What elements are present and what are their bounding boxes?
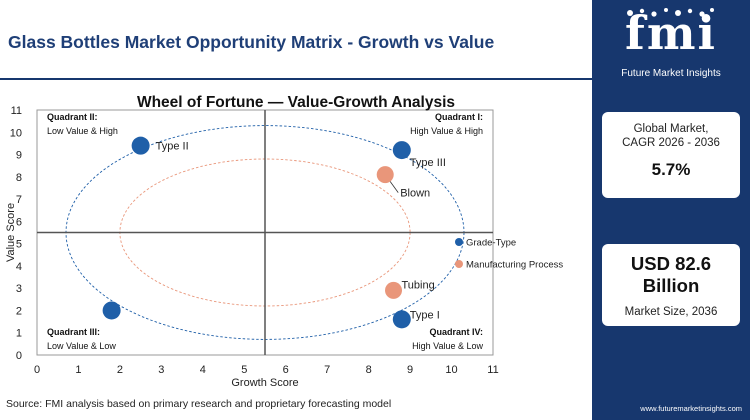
quadrant-name: Quadrant IV:: [429, 327, 483, 337]
x-tick-label: 11: [487, 364, 498, 376]
legend-marker: [455, 238, 463, 246]
quadrant-name: Quadrant I:: [435, 112, 483, 122]
y-axis-label: Value Score: [5, 203, 17, 262]
point-label: Type II: [156, 141, 189, 153]
quadrant-desc: Low Value & Low: [47, 341, 116, 351]
x-tick-label: 8: [366, 364, 372, 376]
point-label: Type I: [410, 309, 440, 321]
point-label: Type III: [410, 157, 446, 169]
legend-marker: [455, 260, 463, 268]
y-tick-label: 9: [16, 150, 22, 162]
header: Glass Bottles Market Opportunity Matrix …: [0, 0, 592, 86]
x-tick-label: 1: [75, 364, 81, 376]
x-axis-label: Growth Score: [231, 377, 298, 389]
legend-label: Grade-Type: [466, 238, 516, 249]
sidebar: fmi Future Market Insights Global Market…: [592, 0, 750, 420]
chart-title: Wheel of Fortune — Value-Growth Analysis: [137, 94, 455, 111]
y-tick-label: 2: [16, 305, 22, 317]
market-size-card: USD 82.6 Billion Market Size, 2036: [602, 244, 740, 326]
chart-svg: 0 1 2 3 4 5 6 7 8 9 10 11 0 1 2 3 4 5 6 7 8 9 10 11 Growth Score…: [5, 94, 563, 389]
y-tick-label: 8: [16, 172, 22, 184]
footer: Source: FMI analysis based on primary re…: [0, 398, 592, 420]
x-tick-label: 3: [158, 364, 164, 376]
y-tick-label: 4: [16, 261, 22, 273]
point-label: Blown: [400, 188, 430, 200]
quadrant-desc: High Value & High: [410, 126, 483, 136]
data-point: [102, 301, 121, 320]
y-tick-label: 5: [16, 239, 22, 251]
data-point: [131, 136, 150, 155]
point-label: Tubing: [402, 279, 435, 291]
x-tick-label: 7: [324, 364, 330, 376]
logo-text: fmi: [625, 6, 717, 60]
chart-area: 0 1 2 3 4 5 6 7 8 9 10 11 0 1 2 3 4 5 6 7 8 9 10 11 Growth Score…: [0, 80, 592, 398]
logo-dots-icon: [627, 8, 714, 17]
data-point: [385, 281, 403, 299]
y-tick-label: 0: [16, 350, 22, 362]
y-tick-label: 10: [10, 127, 22, 139]
data-point: [376, 166, 394, 184]
y-tick-label: 1: [16, 328, 22, 340]
website-url[interactable]: www.futuremarketinsights.com: [640, 404, 742, 413]
legend-label: Manufacturing Process: [466, 260, 563, 271]
market-size-value-line1: USD 82.6: [630, 253, 712, 274]
x-tick-label: 10: [445, 364, 457, 376]
header-divider: [0, 78, 592, 80]
cagr-label-line1: Global Market,: [633, 123, 709, 135]
y-tick-label: 6: [16, 216, 22, 228]
market-size-value-line2: Billion: [642, 275, 700, 296]
quadrant-desc: Low Value & High: [47, 126, 118, 136]
x-tick-label: 2: [117, 364, 123, 376]
y-tick-label: 11: [11, 105, 22, 117]
quadrant-desc: High Value & Low: [412, 341, 483, 351]
data-point: [392, 141, 411, 160]
cagr-label-line2: CAGR 2026 - 2036: [622, 137, 720, 149]
logo-tagline: Future Market Insights: [621, 68, 721, 79]
y-tick-label: 3: [16, 283, 22, 295]
market-size-label: Market Size, 2036: [624, 306, 718, 318]
page-title: Glass Bottles Market Opportunity Matrix …: [8, 32, 495, 52]
quadrant-name: Quadrant II:: [47, 112, 98, 122]
fmi-logo: fmi Future Market Insights: [592, 6, 750, 96]
quadrant-name: Quadrant III:: [47, 327, 100, 337]
cagr-card: Global Market, CAGR 2026 - 2036 5.7%: [602, 112, 740, 198]
x-tick-label: 5: [241, 364, 247, 376]
y-tick-label: 7: [16, 194, 22, 206]
x-tick-label: 9: [407, 364, 413, 376]
x-tick-label: 4: [200, 364, 206, 376]
cagr-value: 5.7%: [651, 160, 691, 179]
x-tick-label: 6: [283, 364, 289, 376]
x-tick-label: 0: [34, 364, 40, 376]
source-note: Source: FMI analysis based on primary re…: [6, 398, 392, 410]
data-point: [392, 310, 411, 329]
